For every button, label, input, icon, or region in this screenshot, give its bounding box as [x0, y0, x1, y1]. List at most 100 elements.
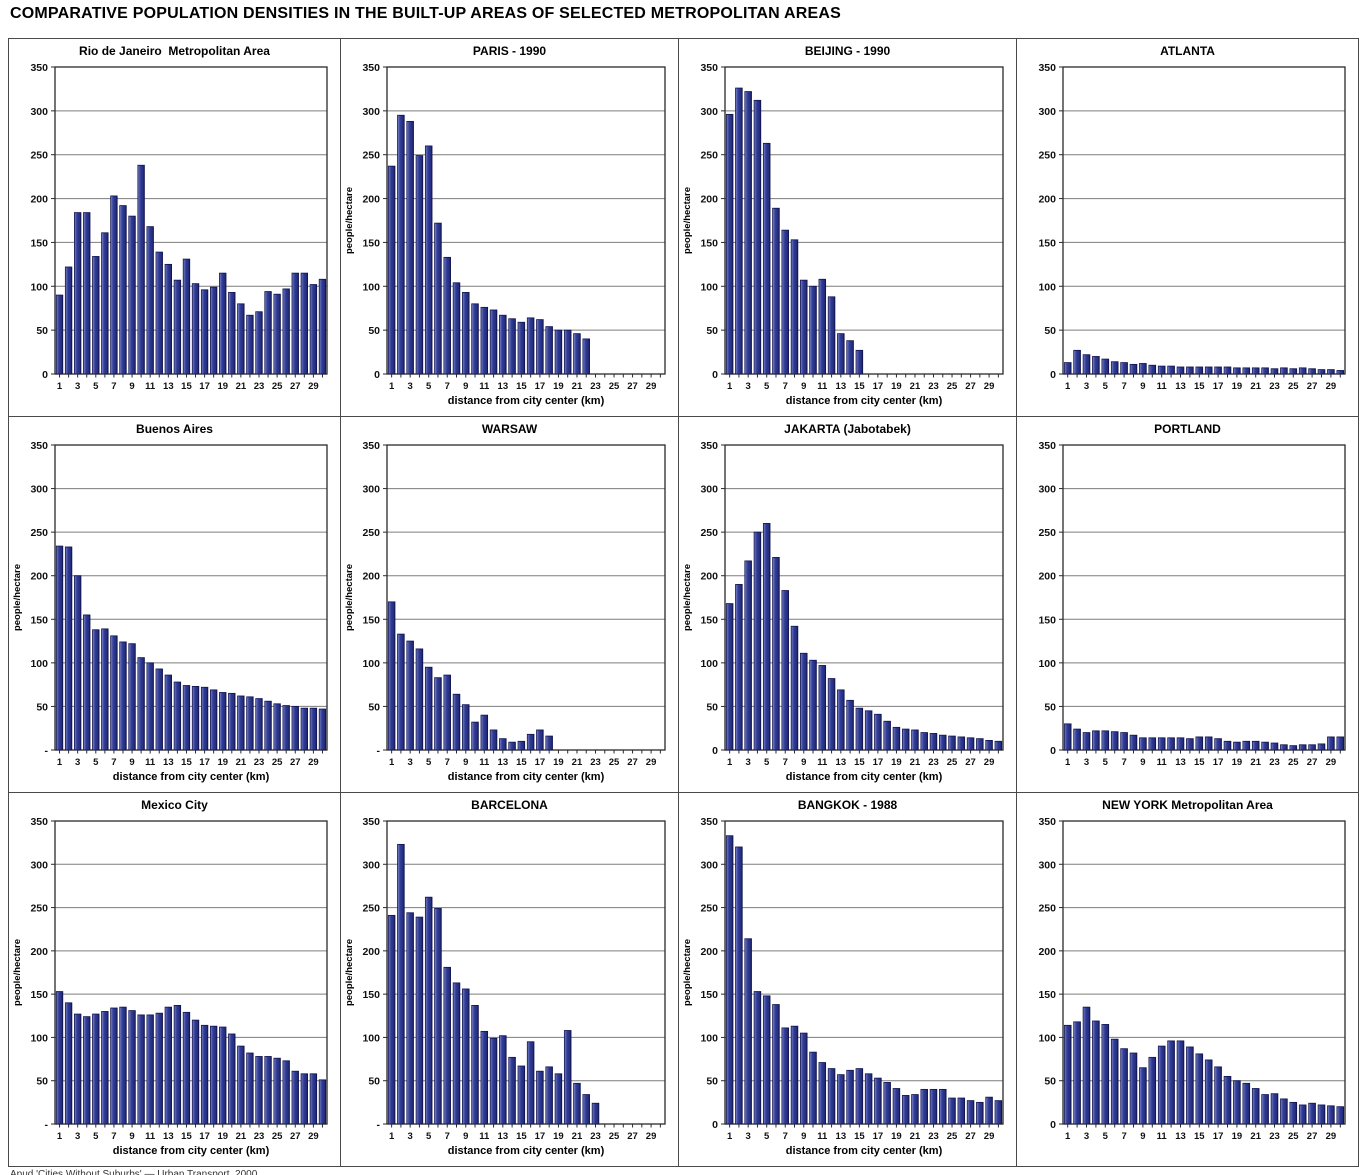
svg-text:150: 150 — [362, 989, 380, 1001]
svg-text:7: 7 — [1121, 757, 1126, 768]
svg-text:9: 9 — [129, 381, 134, 392]
svg-text:people/hectare: people/hectare — [12, 939, 23, 1006]
svg-text:50: 50 — [36, 701, 48, 713]
svg-text:150: 150 — [362, 614, 380, 626]
svg-text:29: 29 — [646, 1131, 657, 1142]
svg-text:1: 1 — [389, 1131, 395, 1142]
svg-text:27: 27 — [290, 1131, 301, 1142]
svg-text:23: 23 — [254, 381, 265, 392]
chart-panel-new-york: NEW YORK Metropolitan Area 0 50 100 150 200 2… — [1017, 793, 1358, 1166]
svg-text:7: 7 — [1121, 381, 1126, 392]
svg-text:9: 9 — [1140, 381, 1145, 392]
svg-text:200: 200 — [30, 946, 48, 958]
svg-text:100: 100 — [700, 281, 718, 293]
svg-text:13: 13 — [163, 381, 174, 392]
svg-text:25: 25 — [947, 381, 958, 392]
svg-text:25: 25 — [1288, 381, 1299, 392]
svg-text:11: 11 — [479, 757, 490, 768]
svg-text:21: 21 — [1250, 1131, 1261, 1142]
svg-text:21: 21 — [1250, 757, 1261, 768]
svg-text:3: 3 — [1084, 381, 1089, 392]
svg-text:23: 23 — [590, 1131, 601, 1142]
svg-text:15: 15 — [516, 1131, 527, 1142]
svg-text:25: 25 — [609, 1131, 620, 1142]
svg-text:27: 27 — [1307, 757, 1318, 768]
svg-text:people/hectare: people/hectare — [682, 187, 693, 254]
svg-text:100: 100 — [1038, 658, 1056, 670]
svg-text:15: 15 — [181, 381, 192, 392]
svg-text:25: 25 — [272, 381, 283, 392]
svg-text:3: 3 — [746, 757, 751, 768]
chart-panel-barcelona: BARCELONA -50 100 150 200 250 300 350 1 3 5 7 9 11 13… — [341, 793, 678, 1166]
svg-text:13: 13 — [1175, 381, 1186, 392]
svg-text:100: 100 — [700, 1032, 718, 1044]
svg-text:11: 11 — [479, 381, 490, 392]
svg-text:23: 23 — [1269, 757, 1280, 768]
svg-text:9: 9 — [1140, 1131, 1145, 1142]
svg-text:200: 200 — [1038, 571, 1056, 583]
svg-text:25: 25 — [1288, 757, 1299, 768]
svg-text:11: 11 — [1157, 1131, 1168, 1142]
svg-text:17: 17 — [199, 757, 210, 768]
svg-text:250: 250 — [362, 150, 380, 162]
svg-text:7: 7 — [111, 1131, 116, 1142]
svg-text:200: 200 — [30, 571, 48, 583]
svg-text:17: 17 — [1213, 1131, 1224, 1142]
svg-text:11: 11 — [1157, 381, 1168, 392]
svg-text:13: 13 — [498, 1131, 509, 1142]
svg-text:150: 150 — [362, 237, 380, 249]
svg-text:27: 27 — [965, 757, 976, 768]
svg-text:23: 23 — [928, 757, 939, 768]
svg-text:13: 13 — [498, 381, 509, 392]
svg-text:100: 100 — [1038, 281, 1056, 293]
svg-text:0: 0 — [712, 369, 718, 381]
svg-text:0: 0 — [1050, 369, 1056, 381]
svg-text:0: 0 — [712, 1119, 718, 1131]
svg-text:0: 0 — [374, 369, 380, 381]
svg-text:300: 300 — [30, 859, 48, 871]
svg-text:distance from city center (km): distance from city center (km) — [113, 1145, 270, 1157]
svg-text:200: 200 — [362, 571, 380, 583]
svg-text:150: 150 — [30, 237, 48, 249]
svg-text:29: 29 — [646, 757, 657, 768]
svg-text:300: 300 — [30, 106, 48, 118]
svg-text:150: 150 — [30, 989, 48, 1001]
svg-text:250: 250 — [700, 150, 718, 162]
svg-text:19: 19 — [891, 1131, 902, 1142]
svg-text:13: 13 — [1175, 757, 1186, 768]
svg-text:200: 200 — [700, 571, 718, 583]
svg-text:-: - — [45, 1119, 49, 1131]
svg-text:350: 350 — [362, 440, 380, 452]
svg-text:people/hectare: people/hectare — [12, 564, 23, 631]
svg-text:50: 50 — [368, 701, 380, 713]
svg-text:150: 150 — [1038, 614, 1056, 626]
svg-text:300: 300 — [362, 859, 380, 871]
svg-text:50: 50 — [706, 325, 718, 337]
svg-text:29: 29 — [308, 1131, 319, 1142]
svg-text:15: 15 — [516, 757, 527, 768]
svg-text:200: 200 — [1038, 194, 1056, 206]
svg-text:350: 350 — [30, 440, 48, 452]
svg-text:distance from city center (km): distance from city center (km) — [448, 1145, 605, 1157]
svg-text:5: 5 — [764, 757, 770, 768]
svg-text:21: 21 — [910, 757, 921, 768]
svg-text:9: 9 — [1140, 757, 1145, 768]
svg-text:9: 9 — [463, 1131, 468, 1142]
svg-text:27: 27 — [1307, 381, 1318, 392]
svg-text:9: 9 — [463, 757, 468, 768]
svg-text:21: 21 — [572, 1131, 583, 1142]
svg-text:150: 150 — [30, 614, 48, 626]
svg-text:23: 23 — [928, 381, 939, 392]
svg-text:5: 5 — [93, 1131, 99, 1142]
svg-text:3: 3 — [746, 1131, 751, 1142]
svg-text:21: 21 — [236, 381, 247, 392]
svg-text:15: 15 — [854, 381, 865, 392]
svg-text:19: 19 — [891, 757, 902, 768]
svg-text:350: 350 — [700, 816, 718, 828]
svg-text:11: 11 — [145, 1131, 156, 1142]
svg-text:17: 17 — [873, 757, 884, 768]
svg-text:27: 27 — [965, 381, 976, 392]
svg-text:100: 100 — [362, 658, 380, 670]
